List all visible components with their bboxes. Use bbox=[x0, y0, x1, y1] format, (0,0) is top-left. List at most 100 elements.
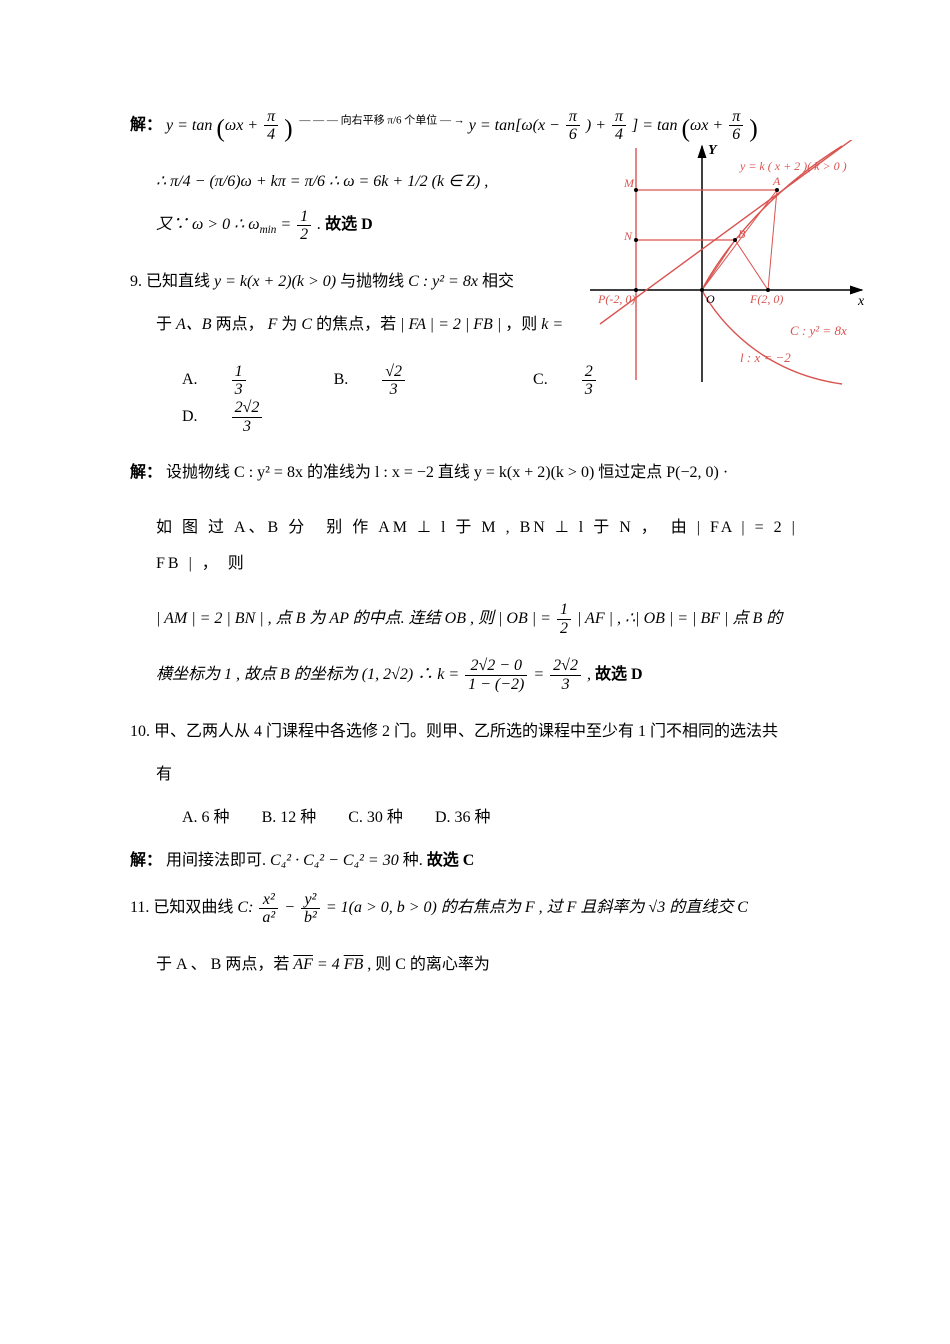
q9oBn: √2 bbox=[382, 363, 405, 382]
q11l2c: = 4 bbox=[317, 956, 340, 973]
q9oBl: B. bbox=[334, 362, 349, 397]
t3a: 又∵ ω > 0 ∴ ω bbox=[156, 216, 260, 233]
point-a bbox=[775, 188, 779, 192]
q9l2d: F bbox=[268, 316, 278, 333]
q11f2b: b² bbox=[301, 909, 320, 927]
q9-sol-2: 如 图 过 A、B 分 别 作 AM ⊥ l 于 M , BN ⊥ l 于 N … bbox=[130, 510, 820, 580]
q9-sol-1: 解： 设抛物线 C : y² = 8x 的准线为 l : x = −2 直线 y… bbox=[130, 455, 820, 490]
q10sa: 用间接法即可. bbox=[166, 852, 266, 869]
q11-line1: 11. 已知双曲线 C: x²a² − y²b² = 1(a > 0, b > … bbox=[130, 890, 820, 926]
t1c: ) + bbox=[586, 117, 606, 134]
t2: ∴ π/4 − (π/6)ω + kπ = π/6 ∴ ω = 6k + 1/2… bbox=[156, 173, 488, 190]
f5t: 1 bbox=[297, 208, 311, 227]
q9oDd: 3 bbox=[232, 418, 263, 436]
q9s4c: , bbox=[587, 666, 595, 683]
q9oAl: A. bbox=[182, 362, 198, 397]
label-a: A bbox=[772, 174, 781, 188]
ans-2: D bbox=[631, 666, 643, 683]
q9s1: 设抛物线 C : y² = 8x 的准线为 l : x = −2 直线 y = … bbox=[166, 464, 728, 481]
label-f: F(2, 0) bbox=[749, 292, 783, 306]
q11el: C: bbox=[237, 899, 253, 916]
label-line-eq: y = k ( x + 2 )( k > 0 ) bbox=[739, 159, 847, 173]
q9s3b: | AF | , ∴| OB | = | BF | 点 B 的 bbox=[577, 610, 782, 627]
point-n bbox=[634, 238, 638, 242]
f1b: 4 bbox=[264, 126, 278, 144]
sol-lbl-3: 解： bbox=[130, 852, 162, 869]
q9oCl: C. bbox=[533, 362, 548, 397]
q9oDn: 2√2 bbox=[232, 399, 263, 418]
q10oD: D. 36 种 bbox=[435, 800, 491, 835]
q9b: 与抛物线 bbox=[340, 273, 404, 290]
f5b: 2 bbox=[297, 226, 311, 244]
q11l2a: 于 A 、 B 两点，若 bbox=[156, 956, 289, 973]
q10-options: A. 6 种 B. 12 种 C. 30 种 D. 36 种 bbox=[130, 800, 820, 835]
q9l2j: k = bbox=[541, 316, 563, 333]
q9s4f1t: 2√2 − 0 bbox=[465, 657, 527, 676]
ans-pref-1: 故选 bbox=[325, 216, 357, 233]
segment-fb bbox=[735, 240, 768, 290]
f2t: π bbox=[566, 108, 580, 127]
q9l2i: ，则 bbox=[505, 316, 537, 333]
label-b: B bbox=[738, 227, 746, 241]
ans-3: C bbox=[463, 852, 475, 869]
q9s3fb: 2 bbox=[557, 620, 571, 638]
label-n: N bbox=[623, 229, 633, 243]
q9e1: y = k(x + 2)(k > 0) bbox=[214, 273, 336, 290]
q11l2b: AF bbox=[293, 956, 313, 973]
t3sub: min bbox=[260, 225, 277, 237]
label-m: M bbox=[623, 176, 635, 190]
q9l2e: 为 bbox=[281, 316, 297, 333]
label-parabola-eq: C : y² = 8x bbox=[790, 323, 847, 338]
q9e2: C : y² = 8x bbox=[408, 273, 478, 290]
q9c: 相交 bbox=[482, 273, 514, 290]
q11-line2: 于 A 、 B 两点，若 AF = 4 FB , 则 C 的离心率为 bbox=[130, 947, 820, 982]
t1b: y = tan[ω(x − bbox=[469, 117, 560, 134]
q11a: 已知双曲线 bbox=[153, 899, 233, 916]
arrow-text: 向右平移 π/6 个单位 bbox=[341, 114, 438, 126]
q9l2c: 两点， bbox=[216, 316, 264, 333]
f1t: π bbox=[264, 108, 278, 127]
q9l2a: 于 bbox=[156, 316, 172, 333]
ans-pref-2: 故选 bbox=[595, 666, 627, 683]
q11-num: 11. bbox=[130, 899, 149, 916]
label-directrix-eq: l : x = −2 bbox=[740, 350, 791, 365]
q10sc: 种. bbox=[403, 852, 423, 869]
q10t2: 有 bbox=[156, 766, 172, 783]
f4t: π bbox=[729, 108, 743, 127]
q10oC: C. 30 种 bbox=[348, 800, 403, 835]
q9-num: 9. bbox=[130, 273, 142, 290]
q9-diagram: x Y P(-2, 0) O F(2, 0) M N A B y = k ( x… bbox=[590, 140, 870, 385]
t3c: . bbox=[317, 216, 321, 233]
x-axis-label: x bbox=[857, 294, 865, 309]
y-axis-label: Y bbox=[708, 143, 718, 158]
t1a: y = tan bbox=[166, 117, 212, 134]
q10oB: B. 12 种 bbox=[262, 800, 317, 835]
q11l2d: FB bbox=[344, 956, 364, 973]
t1d: ] = tan bbox=[632, 117, 677, 134]
q11f2t: y² bbox=[301, 891, 320, 910]
q9oAn: 1 bbox=[232, 363, 246, 382]
q10-num: 10. bbox=[130, 723, 150, 740]
q11l2e: , 则 C 的离心率为 bbox=[367, 956, 490, 973]
q9s3a: | AM | = 2 | BN | , 点 B 为 AP 的中点. 连结 OB … bbox=[156, 610, 551, 627]
q9oDl: D. bbox=[182, 399, 198, 434]
q9s3ft: 1 bbox=[557, 601, 571, 620]
f3t: π bbox=[612, 108, 626, 127]
q9oBd: 3 bbox=[382, 381, 405, 399]
q9l2b: A、B bbox=[176, 316, 212, 333]
f2b: 6 bbox=[566, 126, 580, 144]
segment-ob bbox=[702, 240, 735, 290]
q9l2h: | FA | = 2 | FB | bbox=[400, 316, 501, 333]
q10t1: 甲、乙两人从 4 门课程中各选修 2 门。则甲、乙所选的课程中至少有 1 门不相… bbox=[154, 723, 778, 740]
q9s4f2t: 2√2 bbox=[550, 657, 581, 676]
q10-line1: 10. 甲、乙两人从 4 门课程中各选修 2 门。则甲、乙所选的课程中至少有 1… bbox=[130, 714, 820, 749]
q9s4b: = bbox=[533, 666, 548, 683]
point-m bbox=[634, 188, 638, 192]
q9-sol-3: | AM | = 2 | BN | , 点 B 为 AP 的中点. 连结 OB … bbox=[130, 601, 820, 637]
point-o bbox=[700, 288, 704, 292]
segment-fa bbox=[768, 190, 777, 290]
q9s4a: 横坐标为 1 , 故点 B 的坐标为 (1, 2√2) ∴ k = bbox=[156, 666, 459, 683]
t3b: = bbox=[280, 216, 295, 233]
q9l2g: 的焦点，若 bbox=[316, 316, 396, 333]
point-b bbox=[733, 238, 737, 242]
